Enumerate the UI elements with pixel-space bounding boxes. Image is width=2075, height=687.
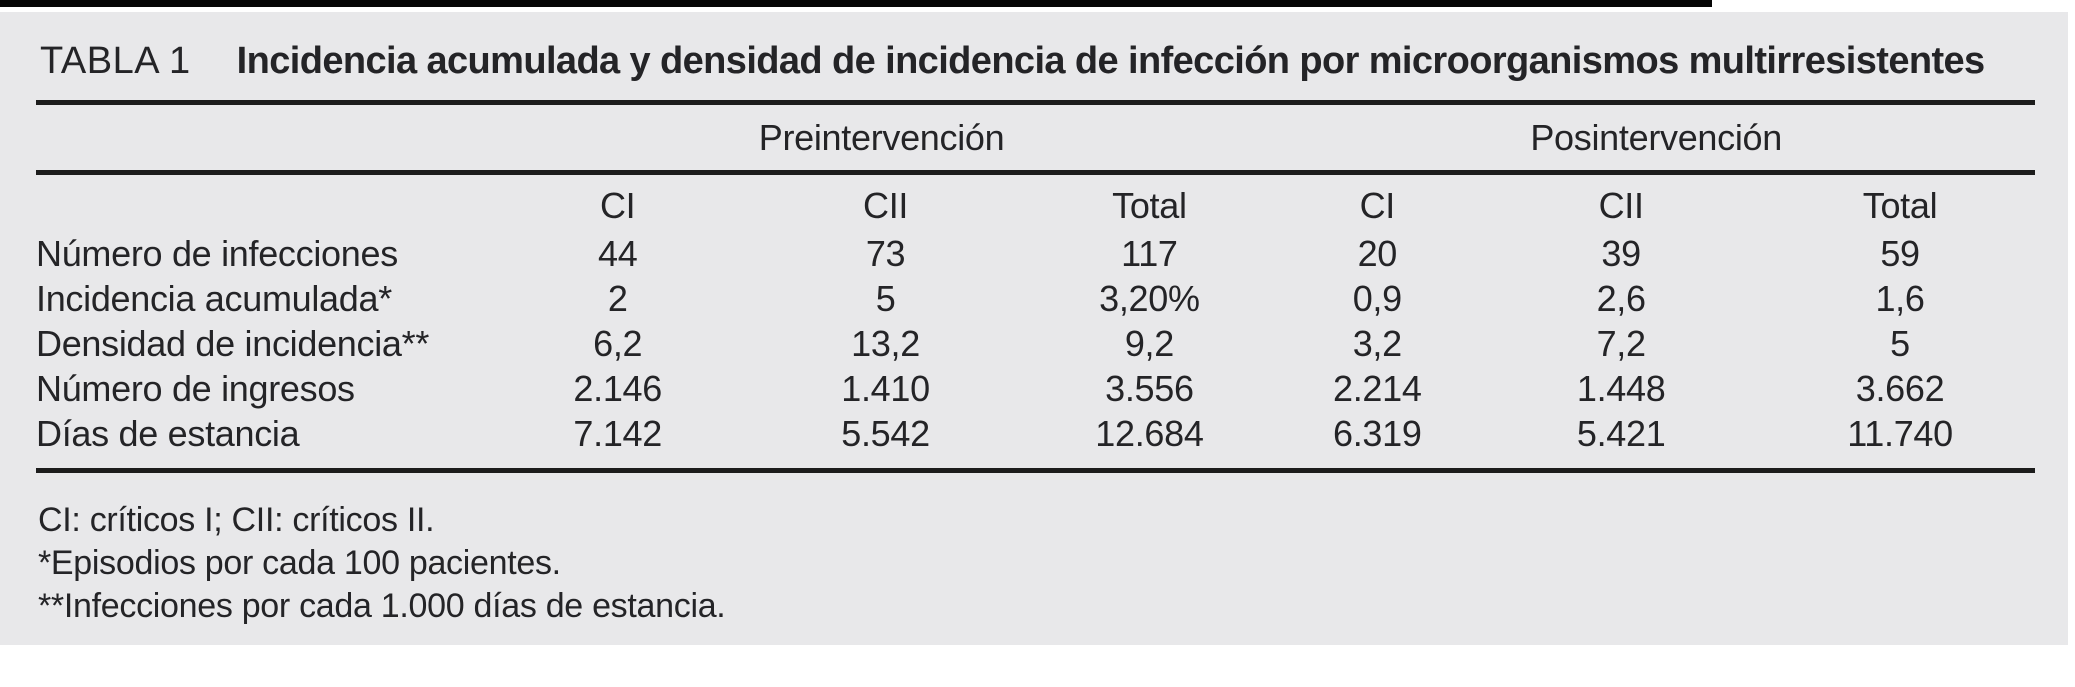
column-header-total-pre: Total xyxy=(1112,185,1187,226)
cell: 3.662 xyxy=(1855,367,1945,409)
cell: 9,2 xyxy=(1124,322,1174,364)
table-row: Incidencia acumulada* 2 5 3,20% 0,9 2,6 … xyxy=(36,276,2035,321)
scan-artifact-bar xyxy=(0,0,1712,7)
table-panel: TABLA 1 Incidencia acumulada y densidad d… xyxy=(0,12,2068,645)
cell: 6,2 xyxy=(593,322,643,364)
cell: 13,2 xyxy=(851,322,920,364)
group-header-posintervencion: Posintervención xyxy=(1277,102,2035,175)
cell: 7,2 xyxy=(1596,322,1646,364)
cell: 117 xyxy=(1121,232,1178,274)
cell: 1.410 xyxy=(841,367,930,409)
column-header-ci-post: CI xyxy=(1359,185,1396,226)
cell: 2.146 xyxy=(573,367,662,409)
table-caption: TABLA 1 Incidencia acumulada y densidad d… xyxy=(40,40,2028,82)
cell: 12.684 xyxy=(1095,412,1204,454)
table-row: Días de estancia 7.142 5.542 12.684 6.31… xyxy=(36,411,2035,471)
cell: 44 xyxy=(597,232,638,274)
cell: 5 xyxy=(1890,322,1910,364)
footnote-double-asterisk: **Infecciones por cada 1.000 días de est… xyxy=(38,587,726,625)
footnote-abbreviations: CI: críticos I; CII: críticos II. xyxy=(38,501,435,539)
group-header-row: Preintervención Posintervención xyxy=(36,102,2035,175)
cell: 11.740 xyxy=(1847,412,1953,454)
cell: 59 xyxy=(1880,232,1920,274)
cell: 2,6 xyxy=(1596,277,1646,319)
cell: 20 xyxy=(1357,232,1398,274)
cell: 39 xyxy=(1601,232,1641,274)
table-row: Número de infecciones 44 73 117 20 39 59 xyxy=(36,231,2035,276)
row-label: Número de ingresos xyxy=(36,367,355,409)
cell: 7.142 xyxy=(573,412,662,454)
row-label: Incidencia acumulada* xyxy=(36,277,392,319)
row-label: Número de infecciones xyxy=(36,232,398,274)
cell: 3,20% xyxy=(1099,277,1200,319)
cell: 2.214 xyxy=(1332,367,1422,409)
cell: 2 xyxy=(607,277,628,319)
table-number-label: TABLA 1 xyxy=(40,40,191,82)
column-header-cii-pre: CII xyxy=(863,185,909,226)
column-header-ci-pre: CI xyxy=(599,185,636,226)
cell: 5.421 xyxy=(1576,412,1666,454)
cell: 73 xyxy=(865,232,906,274)
cell: 5 xyxy=(875,277,896,319)
footnote-asterisk: *Episodios por cada 100 pacientes. xyxy=(38,544,561,582)
cell: 1,6 xyxy=(1875,277,1925,319)
cell: 3.556 xyxy=(1105,367,1194,409)
table-row: Número de ingresos 2.146 1.410 3.556 2.2… xyxy=(36,366,2035,411)
row-label: Días de estancia xyxy=(36,412,300,454)
empty-corner-cell xyxy=(36,102,486,175)
column-header-cii-post: CII xyxy=(1598,185,1644,226)
table-footnotes: CI: críticos I; CII: críticos II. *Episo… xyxy=(38,499,2028,628)
row-label: Densidad de incidencia** xyxy=(36,322,430,364)
table-row: Densidad de incidencia** 6,2 13,2 9,2 3,… xyxy=(36,321,2035,366)
cell: 1.448 xyxy=(1576,367,1666,409)
cell: 0,9 xyxy=(1352,277,1402,319)
cell: 3,2 xyxy=(1352,322,1402,364)
table-title: Incidencia acumulada y densidad de incid… xyxy=(236,40,1986,82)
group-header-preintervencion: Preintervención xyxy=(485,102,1278,175)
column-header-row: CI CII Total CI CII Total xyxy=(36,173,2035,232)
empty-corner-cell xyxy=(36,173,486,232)
cell: 6.319 xyxy=(1332,412,1422,454)
cell: 5.542 xyxy=(841,412,930,454)
column-header-total-post: Total xyxy=(1862,185,1938,226)
data-table: Preintervención Posintervención CI CII T… xyxy=(36,100,2035,473)
